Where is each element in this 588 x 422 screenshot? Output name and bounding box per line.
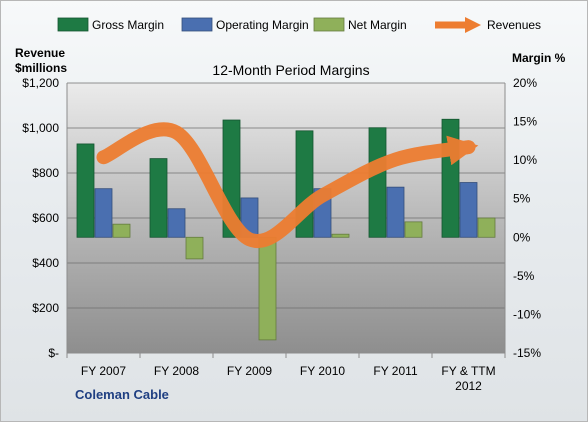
chart-title: 12-Month Period Margins [212, 62, 369, 78]
bar-gross-margin [441, 118, 460, 238]
legend: Gross Margin Operating Margin Net Margin Re… [57, 17, 541, 33]
x-tick-label: FY & TTM [441, 364, 495, 378]
right-tick-label: -5% [513, 269, 535, 283]
revenues-line [96, 122, 479, 248]
right-tick-label: -10% [513, 307, 541, 321]
bar-operating-margin [167, 208, 186, 238]
right-tick-label: 0% [513, 230, 531, 244]
right-tick-label: 20% [513, 76, 537, 90]
left-axis-label-line1: Revenue [15, 46, 65, 60]
bar-operating-margin [386, 186, 405, 238]
left-tick-label: $- [48, 346, 59, 360]
left-tick-label: $1,200 [22, 76, 59, 90]
right-tick-label: 5% [513, 192, 531, 206]
x-tick-label: 2012 [455, 379, 482, 393]
x-tick-label: FY 2009 [227, 364, 272, 378]
x-tick-label: FY 2011 [373, 364, 418, 378]
legend-label: Operating Margin [216, 18, 309, 32]
revenues-line-path [96, 122, 479, 248]
legend-swatch [181, 17, 213, 32]
bar-net-margin [404, 221, 423, 238]
left-tick-label: $1,000 [22, 121, 59, 135]
bar-operating-margin [459, 182, 478, 238]
bar-net-margin [477, 217, 496, 238]
left-axis-label-line2: $millions [15, 61, 67, 75]
x-tick-label: FY 2007 [81, 364, 126, 378]
bar-net-margin [258, 236, 277, 341]
right-tick-label: -15% [513, 346, 541, 360]
bar-net-margin [112, 223, 131, 238]
legend-arrow-revenues [465, 17, 481, 33]
bar-net-margin [331, 233, 350, 238]
right-axis-label: Margin % [512, 51, 566, 65]
x-tick-label: FY 2010 [300, 364, 345, 378]
bar-gross-margin [149, 158, 168, 238]
legend-label: Revenues [487, 18, 541, 32]
x-tick-label: FY 2008 [154, 364, 199, 378]
legend-label: Gross Margin [92, 18, 164, 32]
bar-net-margin [185, 236, 204, 260]
right-tick-label: 15% [513, 115, 537, 129]
bar-operating-margin [94, 188, 113, 238]
left-tick-label: $600 [32, 211, 59, 225]
bar-gross-margin [76, 143, 95, 238]
legend-label: Net Margin [348, 18, 407, 32]
left-tick-label: $200 [32, 301, 59, 315]
company-name: Coleman Cable [75, 387, 169, 402]
axes: $- $200 $400 $600 $800 $1,000 $1,200 -15% -10% -5… [22, 76, 541, 393]
legend-swatch [313, 17, 345, 32]
legend-swatch [57, 17, 89, 32]
bar-gross-margin [368, 127, 387, 238]
left-tick-label: $800 [32, 166, 59, 180]
left-tick-label: $400 [32, 256, 59, 270]
right-tick-label: 10% [513, 153, 537, 167]
